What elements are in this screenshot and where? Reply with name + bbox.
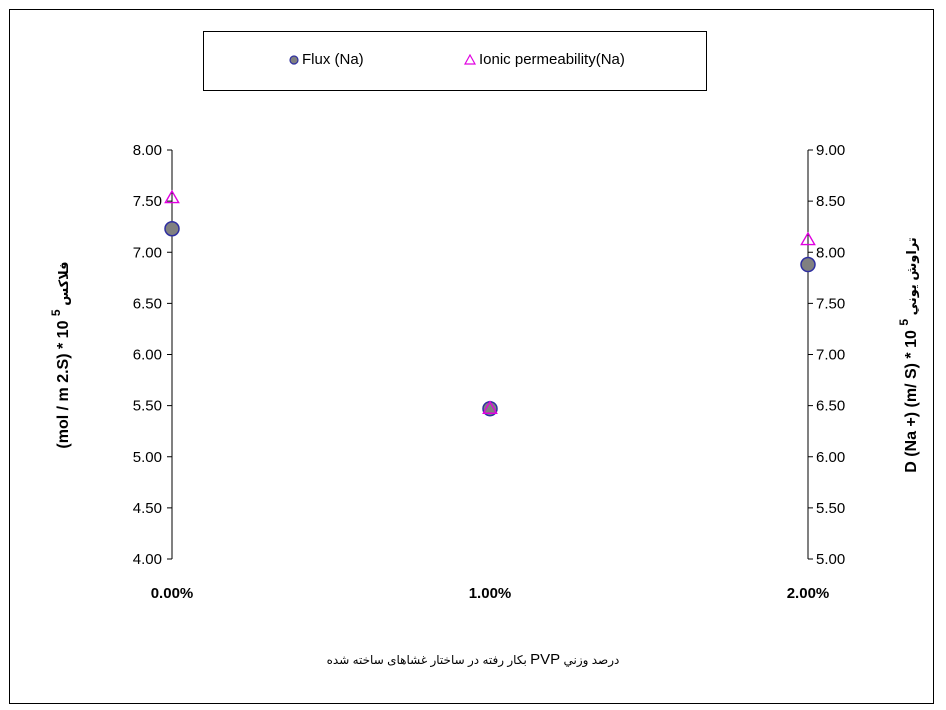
tick-labels: 4.00 4.50 5.00 5.50 6.00 6.50 7.00 7.50 8.00 5.00… (133, 142, 845, 602)
x-tick-label: 2.00% (787, 585, 830, 602)
legend-entry-flux: Flux (Na) (289, 51, 364, 68)
left-y-tick-label: 4.00 (133, 551, 162, 568)
left-y-tick-label: 5.00 (133, 449, 162, 466)
right-y-tick-label: 8.50 (816, 193, 845, 210)
right-y-tick-label: 6.50 (816, 398, 845, 415)
legend-label-flux: Flux (Na) (302, 51, 364, 68)
x-axis-title-part2: بكار رفته در ساختار غشاهای ساخته شده (326, 653, 531, 667)
right-y-axis-title-exponent: 5 (897, 319, 911, 326)
ionic-permeability-point (164, 189, 180, 204)
triangle-marker-icon (464, 54, 476, 65)
legend-label-ionic-permeability: Ionic permeability(Na) (479, 51, 625, 68)
left-y-axis-title-persian: فلاكس (56, 261, 71, 305)
flux-point (800, 256, 816, 273)
left-y-axis-title-exponent: 5 (49, 309, 63, 316)
ionic-permeability-point (800, 231, 816, 246)
axes (171, 150, 809, 559)
right-y-tick-label: 6.00 (816, 449, 845, 466)
left-y-axis-title-main: (mol / m 2.S) * 10 (55, 316, 72, 448)
right-y-axis-title-main: D (Na +) (m/ S) * 10 (903, 326, 920, 473)
left-y-tick-label: 6.50 (133, 295, 162, 312)
x-tick-label: 0.00% (151, 585, 194, 602)
right-y-tick-label: 7.00 (816, 347, 845, 364)
left-y-tick-label: 7.50 (133, 193, 162, 210)
circle-marker-icon (289, 54, 299, 65)
right-y-axis-title: D (Na +) (m/ S) * 10 5 تراوش يوني (897, 237, 920, 473)
flux-point (164, 220, 180, 237)
x-axis-title: درصد وزني PVP بكار رفته در ساختار غشاهای… (0, 651, 946, 668)
tick-marks (167, 149, 813, 560)
ionic-permeability-point (482, 400, 498, 414)
left-y-axis-title: (mol / m 2.S) * 10 5 فلاكس (49, 261, 72, 448)
data-points (164, 189, 816, 417)
right-y-tick-label: 5.00 (816, 551, 845, 568)
left-y-tick-label: 8.00 (133, 142, 162, 159)
left-y-tick-label: 7.00 (133, 244, 162, 261)
left-y-tick-label: 5.50 (133, 398, 162, 415)
legend: Flux (Na) Ionic permeability(Na) (203, 31, 707, 91)
left-y-tick-label: 4.50 (133, 500, 162, 517)
left-y-tick-label: 6.00 (133, 347, 162, 364)
right-y-tick-label: 5.50 (816, 500, 845, 517)
right-y-tick-label: 8.00 (816, 244, 845, 261)
x-axis-title-part1: درصد وزني (560, 653, 620, 667)
legend-entry-ionic-permeability: Ionic permeability(Na) (464, 51, 625, 68)
right-y-tick-label: 9.00 (816, 142, 845, 159)
right-y-axis-title-persian: تراوش يوني (904, 237, 919, 315)
x-tick-label: 1.00% (469, 585, 512, 602)
right-y-tick-label: 7.50 (816, 295, 845, 312)
x-axis-title-pvp: PVP (530, 651, 561, 668)
chart-frame (9, 9, 934, 704)
